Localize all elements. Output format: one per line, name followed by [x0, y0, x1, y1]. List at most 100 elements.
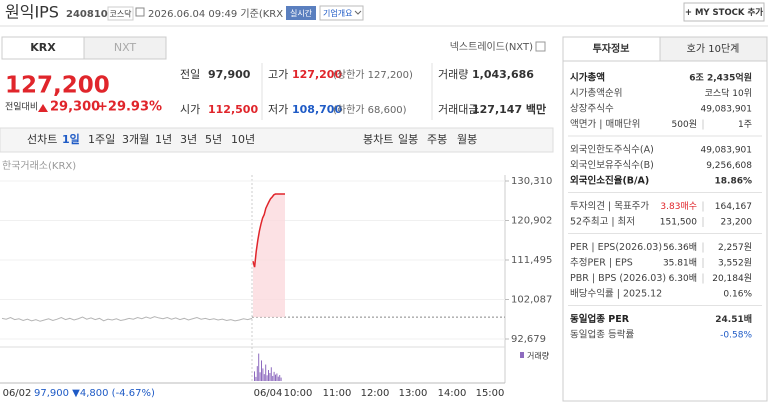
info-value: 49,083,901 — [700, 105, 752, 115]
volume-bar — [259, 372, 261, 381]
timestamp: 2026.06.04 09:49 기준(KRX 장중) — [148, 8, 309, 20]
mystock-button[interactable] — [683, 2, 765, 22]
info-value: 18.86% — [715, 177, 753, 187]
hover-label: 97,900 ▼4,800 (-4.67%) — [34, 388, 155, 399]
calendar-icon — [135, 7, 145, 17]
volume-bar — [262, 368, 264, 381]
volume-bar — [263, 374, 265, 381]
price-line — [252, 193, 285, 268]
tab-label[interactable]: KRX — [30, 41, 56, 54]
period-tab[interactable]: 3년 — [180, 133, 197, 146]
info-value: 9,256,608 — [706, 161, 752, 171]
help-icon[interactable] — [535, 41, 546, 52]
company-info-button[interactable] — [319, 5, 364, 21]
quote-value: 108,700 — [292, 103, 342, 116]
info-value: 2,257원 — [718, 242, 752, 253]
info-value: 6.30배 — [669, 273, 697, 284]
price-line — [1, 316, 253, 322]
quote-label: 거래대금 — [438, 103, 478, 116]
y-tick-label: 111,495 — [511, 255, 552, 266]
mystock-label[interactable]: + MY STOCK 추가 — [685, 7, 763, 18]
info-label: 배당수익률 | 2025.12 — [570, 288, 662, 300]
volume-bar — [276, 373, 278, 381]
quote-value: (상한가 127,200) — [333, 69, 413, 81]
x-tick-label: 12:00 — [361, 388, 390, 399]
volume-bar — [254, 371, 255, 381]
market: 코스닥 — [109, 9, 132, 19]
volume-bar — [279, 375, 281, 381]
info-value: -0.58% — [720, 331, 752, 341]
volume-bar — [255, 376, 257, 381]
info-value: 1주 — [738, 119, 752, 130]
quote-value: 1,043,686 — [472, 68, 534, 81]
info-label: 투자의견 | 목표주가 — [570, 200, 649, 212]
period-tab[interactable]: 월봉 — [457, 133, 477, 146]
info-label: PBR | BPS (2026.03) — [570, 273, 666, 284]
change: 29,300 — [50, 100, 100, 115]
info-label: 액면가 | 매매단위 — [570, 118, 640, 130]
x-tick-label: 06/02 — [3, 388, 32, 399]
volume-bar — [269, 373, 271, 381]
info-label: 동일업종 PER — [570, 313, 630, 325]
period-tab[interactable]: 1일 — [62, 132, 80, 146]
tab-nxt[interactable] — [83, 36, 167, 60]
period-tab[interactable]: 주봉 — [427, 133, 447, 146]
dropdown-icon — [354, 10, 362, 15]
volume-bar — [266, 375, 268, 381]
nxt-link[interactable]: 넥스트레이드(NXT) — [450, 41, 533, 53]
period-tab[interactable]: 일봉 — [398, 132, 418, 146]
period-tab[interactable]: 5년 — [205, 133, 222, 146]
quote-value: 127,200 — [292, 68, 342, 81]
volume-bar — [277, 376, 279, 381]
info-value: 3,552원 — [718, 258, 752, 269]
info-label: 상장주식수 — [570, 104, 614, 115]
y-tick-label: 120,902 — [511, 216, 552, 227]
x-tick-label: 10:00 — [284, 388, 313, 399]
volume-bar — [280, 377, 282, 381]
chart-subtitle: 한국거래소(KRX) — [2, 160, 76, 172]
quote-label: 고가 — [268, 68, 288, 81]
period-tab[interactable]: 1년 — [155, 133, 172, 146]
quote-label: 저가 — [268, 103, 288, 116]
realtime-badge — [286, 6, 316, 20]
tab-label[interactable]: NXT — [114, 41, 137, 54]
x-tick-label: 11:00 — [323, 388, 352, 399]
x-tick-label: 14:00 — [438, 388, 467, 399]
info-value: 20,184원 — [712, 273, 752, 284]
quote-value: 97,900 — [208, 68, 251, 81]
info-label: 시가총액 — [570, 72, 605, 84]
volume-legend: 거래량 — [527, 351, 550, 361]
volume-bar — [256, 366, 258, 381]
info-label: 외국인한도주식수(A) — [570, 144, 654, 156]
volume-bar — [275, 374, 276, 381]
company-info[interactable]: 기업개요 — [323, 8, 352, 18]
info-tab[interactable] — [562, 36, 661, 62]
info-tab[interactable] — [659, 36, 768, 62]
info-tab-label[interactable]: 호가 10단계 — [687, 43, 740, 55]
period-tab[interactable]: 10년 — [231, 133, 255, 146]
realtime: 실시간 — [290, 8, 313, 18]
info-value: 35.81배 — [663, 258, 697, 269]
period-tab[interactable]: 1주일 — [88, 132, 115, 146]
info-value: 151,500 — [660, 218, 697, 228]
volume-bar — [258, 353, 260, 381]
market-badge — [107, 6, 134, 21]
volume-bar — [272, 375, 274, 381]
info-label: 시가총액순위 — [570, 87, 622, 99]
y-tick-label: 92,679 — [511, 334, 546, 345]
period-bar — [0, 127, 554, 153]
info-tab-label[interactable]: 투자정보 — [593, 42, 630, 55]
info-value: 24.51배 — [715, 313, 752, 325]
candle-chart-label: 봉차트 — [363, 133, 393, 146]
period-tab[interactable]: 3개월 — [122, 133, 149, 146]
volume-bar — [273, 371, 275, 381]
info-value: 164,167 — [715, 202, 752, 212]
info-value: 500원 — [672, 119, 697, 130]
stock-name: 원익IPS — [5, 3, 59, 22]
change-label: 전일대비 — [5, 102, 38, 113]
line-chart-label: 선차트 — [27, 133, 57, 146]
volume-legend-swatch — [520, 352, 524, 358]
info-label: 외국인보유주식수(B) — [570, 159, 654, 171]
